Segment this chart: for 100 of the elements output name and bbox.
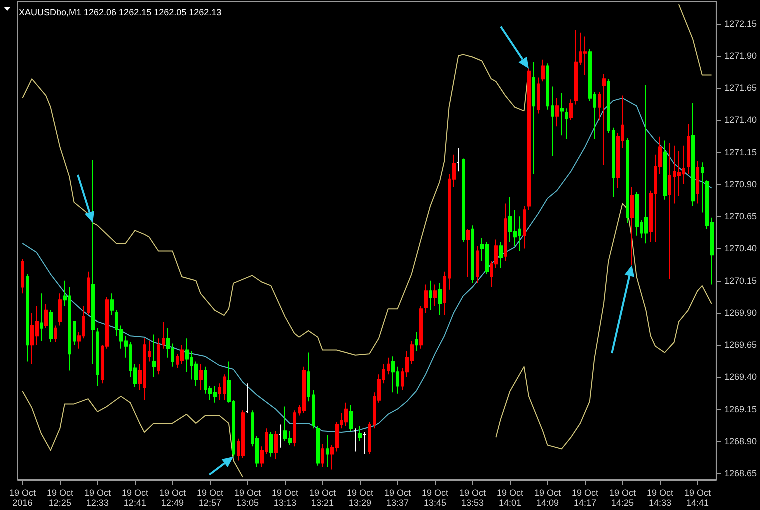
- y-tick-label: 1271.90: [724, 50, 758, 61]
- candlestick: [148, 340, 151, 362]
- candlestick: [274, 430, 278, 460]
- x-tick-label: 19 Oct 12:33: [84, 488, 112, 508]
- candlestick: [541, 59, 545, 82]
- candlestick: [598, 91, 601, 121]
- text: XAUUSDbo,M1 1262.06 1262.15 1262.05 1262.13: [19, 8, 222, 18]
- candlestick: [279, 424, 282, 448]
- candlestick: [551, 86, 554, 157]
- candlestick: [218, 383, 221, 401]
- x-tick-label: 19 Oct 12:49: [159, 488, 186, 508]
- candlestick: [696, 160, 699, 204]
- candlestick: [349, 404, 353, 432]
- y-tick-label: 1270.90: [724, 179, 758, 190]
- candlestick: [157, 338, 160, 376]
- candlestick: [499, 242, 503, 268]
- y-tick-label: 1272.15: [724, 18, 758, 29]
- y-tick-label: 1271.40: [724, 115, 758, 126]
- x-tick-label: 19 Oct 13:45: [422, 488, 449, 508]
- candlestick: [466, 228, 470, 278]
- candlestick: [312, 390, 315, 430]
- candlestick: [668, 142, 671, 280]
- candlestick: [302, 366, 306, 414]
- candlestick: [321, 444, 324, 468]
- x-tick-label: 19 Oct 12:25: [46, 488, 74, 508]
- candlestick: [612, 127, 615, 198]
- x-tick-label: 19 Oct 14:01: [496, 488, 524, 508]
- x-tick-label: 19 Oct 13:21: [309, 488, 336, 508]
- candlestick: [26, 274, 29, 362]
- x-tick-label: 19 Oct 13:37: [384, 488, 412, 508]
- y-tick-label: 1270.15: [724, 276, 758, 286]
- candlestick: [44, 303, 48, 329]
- candlestick: [635, 192, 639, 236]
- candlestick: [269, 432, 273, 458]
- y-tick-label: 1269.90: [724, 308, 758, 318]
- candlestick: [574, 30, 578, 106]
- candlestick: [246, 383, 249, 414]
- candlestick: [358, 426, 362, 442]
- candlestick: [565, 108, 568, 140]
- candlestick: [293, 410, 296, 448]
- candlestick: [504, 203, 507, 262]
- candlestick: [54, 325, 57, 344]
- candlestick: [363, 432, 367, 455]
- x-tick-label: 19 Oct 14:33: [646, 488, 674, 508]
- x-tick-label: 19 Oct 14:41: [684, 488, 712, 508]
- candlestick: [419, 306, 423, 350]
- candlestick: [663, 140, 667, 200]
- x-tick-label: 19 Oct 14:09: [534, 488, 562, 508]
- candlestick: [21, 258, 24, 294]
- x-tick-label: 19 Oct 14:17: [572, 488, 599, 508]
- candlestick: [344, 402, 348, 427]
- x-tick-label: 19 Oct 13:13: [272, 488, 299, 508]
- candlestick: [415, 332, 418, 352]
- candlestick: [91, 160, 95, 365]
- candlestick: [40, 293, 43, 342]
- x-tick-label: 19 Oct 2016: [9, 488, 36, 508]
- candlestick: [73, 321, 76, 346]
- candlestick: [691, 103, 695, 207]
- candlestick: [555, 98, 559, 128]
- x-tick-label: 19 Oct 12:57: [196, 488, 224, 508]
- candlestick: [476, 246, 479, 284]
- candlestick: [701, 162, 704, 214]
- x-tick-label: 19 Oct 12:41: [122, 488, 149, 508]
- candlestick: [429, 280, 432, 311]
- candlestick: [110, 293, 114, 316]
- y-tick-label: 1271.65: [724, 83, 758, 94]
- candlestick: [630, 186, 634, 266]
- candlestick: [523, 206, 526, 250]
- candlestick: [607, 78, 610, 134]
- y-tick-label: 1269.15: [724, 404, 758, 414]
- candlestick: [162, 321, 165, 350]
- candlestick: [387, 357, 390, 376]
- x-tick-label: 19 Oct 13:29: [346, 488, 374, 508]
- y-tick-label: 1271.15: [724, 147, 758, 158]
- candlestick: [326, 434, 329, 468]
- candlestick: [241, 410, 245, 459]
- y-tick-label: 1270.65: [724, 212, 758, 222]
- candlestick: [391, 356, 395, 394]
- y-tick-label: 1270.40: [724, 244, 758, 254]
- candlestick: [546, 63, 549, 110]
- candlestick: [537, 77, 540, 114]
- y-tick-label: 1269.65: [724, 340, 758, 350]
- candlestick: [443, 271, 446, 316]
- candlestick: [583, 36, 587, 76]
- candlestick: [438, 282, 442, 316]
- candlestick: [560, 92, 564, 136]
- candlestick: [527, 68, 531, 211]
- candlestick: [368, 422, 371, 455]
- candlestick: [687, 124, 690, 175]
- candlestick: [180, 344, 184, 365]
- x-tick-label: 19 Oct 14:25: [609, 488, 636, 508]
- candlestick: [223, 374, 226, 401]
- y-tick-label: 1268.65: [724, 468, 758, 479]
- candlestick: [532, 62, 535, 175]
- candlestick: [602, 73, 606, 166]
- candlestick: [87, 271, 90, 316]
- candlestick: [307, 352, 310, 402]
- candlestick: [58, 293, 62, 326]
- candlestick: [644, 85, 648, 244]
- line-series: [22, 98, 712, 433]
